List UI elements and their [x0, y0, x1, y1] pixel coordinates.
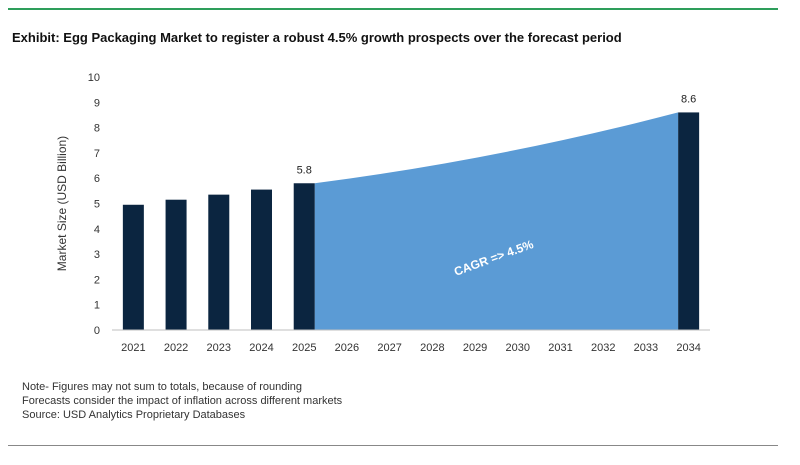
x-tick-label: 2023 [207, 342, 231, 354]
y-tick-label: 5 [94, 199, 100, 211]
y-tick-label: 3 [94, 249, 100, 261]
chart-title: Exhibit: Egg Packaging Market to registe… [12, 30, 622, 45]
forecast-area [314, 112, 679, 330]
x-tick-label: 2034 [676, 342, 700, 354]
y-tick-label: 6 [94, 173, 100, 185]
x-tick-label: 2031 [548, 342, 572, 354]
bar-2021 [122, 204, 144, 330]
note-source: Source: USD Analytics Proprietary Databa… [22, 409, 246, 421]
bar-2022 [165, 199, 187, 330]
y-tick-label: 1 [94, 300, 100, 312]
x-tick-label: 2021 [121, 342, 145, 354]
y-tick-label: 9 [94, 97, 100, 109]
y-tick-label: 2 [94, 274, 100, 286]
bar-2024 [251, 189, 272, 330]
bar-2025 [293, 183, 315, 330]
x-tick-label: 2027 [377, 342, 401, 354]
x-tick-label: 2029 [463, 342, 487, 354]
notes: Note- Figures may not sum to totals, bec… [22, 380, 342, 422]
bar-2034 [678, 112, 700, 330]
note-rounding: Note- Figures may not sum to totals, bec… [22, 381, 303, 393]
x-tick-label: 2033 [634, 342, 658, 354]
y-tick-label: 0 [94, 325, 100, 337]
y-tick-label: 10 [88, 72, 100, 84]
x-tick-label: 2025 [292, 342, 316, 354]
x-tick-label: 2024 [249, 342, 273, 354]
x-tick-label: 2022 [164, 342, 188, 354]
y-tick-label: 4 [94, 224, 100, 236]
y-axis-label: Market Size (USD Billion) [55, 136, 69, 271]
data-label-2025: 5.8 [297, 164, 312, 176]
x-tick-label: 2030 [506, 342, 530, 354]
x-tick-label: 2032 [591, 342, 615, 354]
y-tick-label: 8 [94, 123, 100, 135]
y-tick-label: 7 [94, 148, 100, 160]
x-tick-label: 2028 [420, 342, 444, 354]
data-label-2034: 8.6 [681, 93, 696, 105]
note-inflation: Forecasts consider the impact of inflati… [22, 395, 343, 407]
bar-2023 [208, 194, 230, 330]
top-rule [8, 8, 778, 10]
x-tick-label: 2026 [335, 342, 359, 354]
bottom-rule [8, 445, 778, 446]
